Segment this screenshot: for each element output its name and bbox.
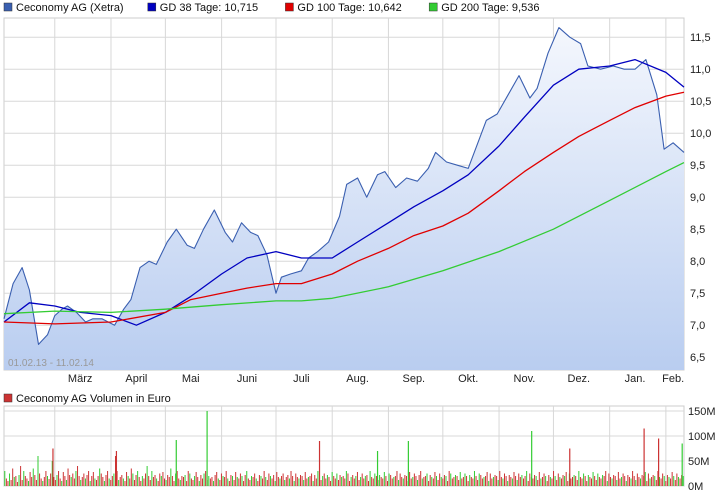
volume-plot-area [3, 405, 685, 487]
volume-y-tick-label: 50M [688, 456, 709, 468]
price-x-tick-label: Sep. [402, 373, 425, 385]
price-y-tick-label: 10,5 [690, 96, 711, 108]
price-x-tick-label: Jan. [625, 373, 646, 385]
volume-legend-label: Ceconomy AG Volumen in Euro [16, 393, 171, 405]
price-y-tick-label: 11,0 [690, 64, 711, 76]
moving-average-line [3, 91, 685, 325]
price-x-tick-label: Mai [182, 373, 200, 385]
legend-label: GD 200 Tage: 9,536 [441, 2, 539, 14]
volume-y-tick-label: 100M [688, 431, 716, 443]
price-x-tick-label: Aug. [346, 373, 369, 385]
volume-legend-swatch [3, 393, 13, 403]
price-y-tick-label: 7,0 [690, 320, 705, 332]
legend-label: GD 100 Tage: 10,642 [297, 2, 401, 14]
legend-swatch [3, 2, 13, 12]
price-y-tick-label: 9,0 [690, 192, 705, 204]
price-x-tick-label: Feb. [662, 373, 684, 385]
date-range-label: 01.02.13 - 11.02.14 [8, 358, 94, 369]
legend-swatch [147, 2, 157, 12]
price-x-tick-label: April [125, 373, 147, 385]
legend-swatch [285, 2, 294, 12]
price-line [3, 27, 685, 345]
price-y-tick-label: 10,0 [690, 128, 711, 140]
volume-y-tick-label: 0M [688, 481, 703, 493]
price-x-tick-label: Juli [293, 373, 310, 385]
price-x-tick-label: Juni [237, 373, 257, 385]
moving-average-line [3, 162, 685, 315]
legend-label: GD 38 Tage: 10,715 [160, 2, 258, 14]
legend-label: Ceconomy AG (Xetra) [16, 2, 124, 14]
volume-y-tick-label: 150M [688, 406, 716, 418]
price-y-tick-label: 7,5 [690, 288, 705, 300]
legend-swatch [428, 2, 438, 12]
price-y-tick-label: 11,5 [690, 32, 711, 44]
price-x-tick-label: März [68, 373, 92, 385]
moving-average-line [3, 58, 685, 326]
price-y-tick-label: 9,5 [690, 160, 705, 172]
price-x-tick-label: Nov. [514, 373, 536, 385]
price-x-tick-label: Okt. [458, 373, 478, 385]
price-y-tick-label: 8,0 [690, 256, 705, 268]
price-x-tick-label: Dez. [568, 373, 591, 385]
price-y-tick-label: 8,5 [690, 224, 705, 236]
price-y-tick-label: 6,5 [690, 352, 705, 364]
